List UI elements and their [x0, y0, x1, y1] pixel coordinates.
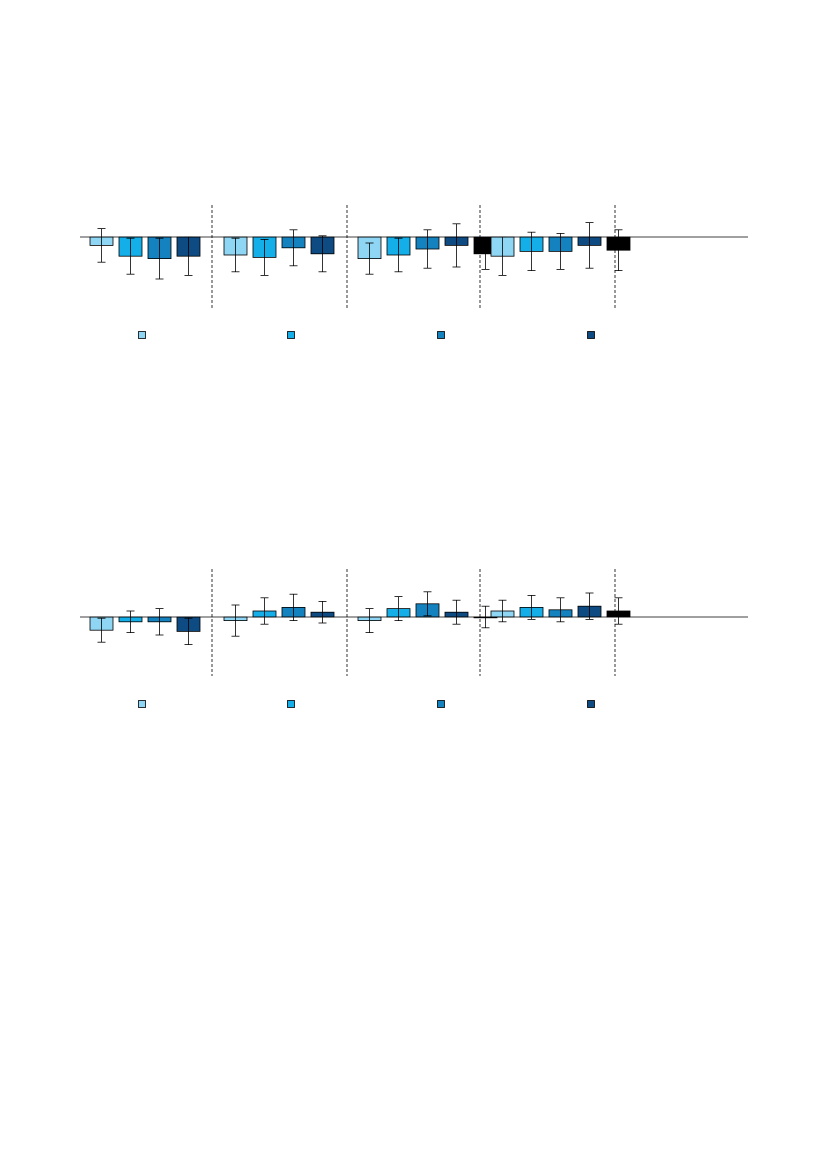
- legend-swatch: [437, 331, 445, 339]
- lower-bar-chart: [80, 569, 748, 708]
- legend-swatch: [287, 331, 295, 339]
- upper-bar-chart: [80, 205, 748, 339]
- legend-swatch: [587, 331, 595, 339]
- legend-swatch: [437, 700, 445, 708]
- legend-swatch: [138, 700, 146, 708]
- legend-swatch: [287, 700, 295, 708]
- legend-swatch: [587, 700, 595, 708]
- legend-swatch: [138, 331, 146, 339]
